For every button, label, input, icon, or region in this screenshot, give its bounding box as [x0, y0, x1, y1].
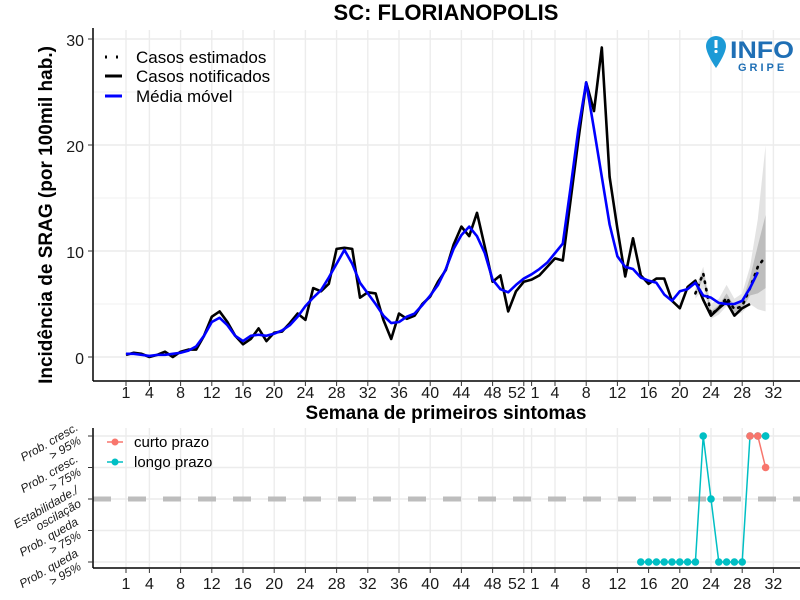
- bottom-axes: Prob. cresc.> 95%Prob. cresc.> 75%Estabi…: [11, 420, 800, 593]
- x-tick-label: 24: [702, 385, 720, 402]
- x-tick-label: 24: [297, 385, 315, 402]
- x-tick-label: 44: [453, 385, 471, 402]
- x-tick-label: 1: [531, 385, 540, 402]
- y-tick-label: 10: [66, 245, 84, 262]
- long-term-trend-point: [683, 558, 692, 566]
- legend-label-short-term: curto prazo: [134, 434, 209, 451]
- x-tick-label: 8: [176, 576, 185, 593]
- x-tick-label: 20: [265, 385, 283, 402]
- long-term-trend-point: [761, 432, 770, 440]
- y-tick-label: 30: [66, 33, 84, 50]
- long-term-trend-point: [676, 558, 684, 566]
- x-tick-label: 28: [328, 385, 346, 402]
- chart-title: SC: FLORIANOPOLIS: [334, 0, 559, 25]
- legend-label-long-term: longo prazo: [134, 454, 212, 471]
- x-tick-label: 20: [265, 576, 283, 593]
- infogripe-logo: INFO GRIPE: [706, 36, 794, 74]
- logo-text-gripe: GRIPE: [738, 62, 787, 74]
- y-tick-label: 0: [75, 351, 84, 368]
- x-tick-label: 28: [733, 576, 751, 593]
- long-term-trend-point: [738, 558, 746, 566]
- legend-label-estimated: Casos estimados: [136, 48, 266, 67]
- x-tick-label: 16: [640, 385, 658, 402]
- x-tick-label: 16: [234, 385, 252, 402]
- x-tick-label: 16: [640, 576, 658, 593]
- long-term-trend-point: [691, 558, 700, 566]
- x-tick-label: 1: [122, 385, 131, 402]
- top-gridlines: [93, 30, 800, 381]
- x-tick-label: 32: [359, 576, 377, 593]
- x-tick-label: 32: [359, 385, 377, 402]
- x-tick-label: 52: [508, 385, 526, 402]
- short-term-trend-line: [750, 435, 767, 468]
- x-tick-label: 40: [421, 576, 439, 593]
- x-tick-label: 32: [765, 385, 783, 402]
- legend-key-short-term-point: [111, 438, 119, 446]
- x-tick-label: 28: [328, 576, 346, 593]
- x-tick-label: 4: [145, 385, 154, 402]
- long-term-trend-point: [652, 558, 661, 566]
- x-tick-label: 12: [609, 576, 627, 593]
- long-term-trend-point: [722, 558, 731, 566]
- x-tick-label: 8: [582, 576, 591, 593]
- x-tick-label: 12: [609, 385, 627, 402]
- long-term-trend-point: [707, 495, 715, 503]
- x-tick-label: 36: [390, 385, 408, 402]
- x-tick-label: 36: [390, 576, 408, 593]
- x-tick-label: 12: [203, 576, 221, 593]
- x-tick-label: 24: [297, 576, 315, 593]
- long-term-trend-point: [637, 558, 645, 566]
- y-tick-label: 20: [66, 139, 84, 156]
- confidence-band-95: [695, 145, 766, 319]
- short-term-trend-point: [754, 432, 762, 440]
- x-tick-label: 28: [733, 385, 751, 402]
- y-axis-title: Incidência de SRAG (por 100mil hab.): [36, 46, 57, 384]
- top-legend: Casos estimados Casos notificados Média …: [105, 48, 270, 106]
- short-term-trend-point: [746, 432, 754, 440]
- long-term-trend-point: [715, 558, 723, 566]
- x-tick-label: 1: [122, 576, 131, 593]
- x-tick-label: 24: [702, 576, 720, 593]
- x-tick-label: 8: [582, 385, 591, 402]
- x-tick-label: 4: [145, 576, 154, 593]
- x-tick-label: 32: [765, 576, 783, 593]
- long-term-trend-point: [660, 558, 668, 566]
- x-tick-label: 12: [203, 385, 221, 402]
- long-term-trend-point: [644, 558, 653, 566]
- pin-exclamation-dot-icon: [714, 49, 718, 54]
- x-axis-title: Semana de primeiros sintomas: [306, 403, 587, 424]
- long-term-trend-point: [668, 558, 676, 566]
- x-tick-label: 1: [531, 576, 540, 593]
- moving-average-line: [126, 81, 759, 358]
- x-tick-label: 20: [671, 576, 689, 593]
- x-tick-label: 16: [234, 576, 252, 593]
- x-tick-label: 8: [176, 385, 185, 402]
- bottom-legend: curto prazo longo prazo: [107, 434, 212, 471]
- x-tick-label: 48: [484, 385, 502, 402]
- x-tick-label: 52: [508, 576, 526, 593]
- long-term-trend-point: [730, 558, 739, 566]
- x-tick-label: 4: [551, 385, 560, 402]
- long-term-trend-point: [699, 432, 707, 440]
- x-tick-label: 44: [453, 576, 471, 593]
- x-tick-label: 20: [671, 385, 689, 402]
- legend-label-moving-average: Média móvel: [136, 87, 232, 106]
- pin-exclamation-icon: [714, 40, 718, 48]
- top-plot-marks: [125, 46, 767, 359]
- bottom-plot-marks: [93, 432, 800, 566]
- logo-text-info: INFO: [730, 37, 794, 64]
- legend-label-notified: Casos notificados: [136, 67, 270, 86]
- short-term-trend-point: [761, 463, 770, 472]
- x-tick-label: 40: [421, 385, 439, 402]
- x-tick-label: 4: [551, 576, 560, 593]
- x-tick-label: 48: [484, 576, 502, 593]
- legend-key-long-term-point: [111, 458, 119, 466]
